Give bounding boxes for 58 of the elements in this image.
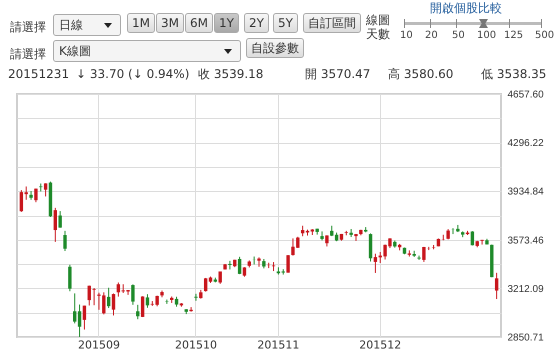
candlestick	[68, 264, 72, 292]
candlestick	[58, 210, 62, 228]
y-tick-label: 3934.84	[508, 186, 544, 198]
text: 開 3570.47	[305, 67, 370, 81]
button: 1Y	[214, 13, 239, 33]
text: 高 3580.60	[388, 67, 454, 81]
candlestick	[34, 188, 38, 203]
candlestick	[136, 304, 140, 320]
button: 2Y	[244, 13, 269, 33]
candlestick	[262, 258, 266, 269]
y-tick-label: 3573.46	[508, 235, 544, 246]
candlestick	[54, 207, 58, 242]
candlestick	[446, 228, 450, 240]
candlestick	[165, 299, 169, 304]
y-tick-label: 4657.60	[508, 90, 544, 100]
y-tick-label: 4296.22	[508, 138, 544, 150]
button: 自設參數	[246, 38, 304, 58]
candlestick	[174, 296, 178, 308]
text: 請選擇	[10, 47, 46, 61]
text: 請選擇	[10, 20, 46, 34]
text: 20151231	[8, 67, 70, 81]
y-tick-label: 3212.09	[508, 284, 544, 295]
text: 50	[452, 30, 465, 41]
x-tick-label: 201512	[359, 338, 402, 352]
text: 10	[400, 30, 413, 41]
button: 3M	[156, 13, 184, 33]
candlestick	[286, 254, 290, 274]
candlestick	[238, 256, 242, 275]
text: 天數	[366, 27, 390, 41]
y-tick-label: 2850.71	[508, 332, 544, 344]
text: 收 3539.18	[198, 67, 264, 81]
button: 1M	[127, 13, 155, 33]
text: 開啟個股比較	[430, 1, 502, 15]
candlestick	[494, 272, 498, 300]
text: 線圖	[366, 13, 390, 27]
text: ↓ 33.70 (↓ 0.94%)	[76, 67, 190, 81]
candlestick	[432, 244, 436, 250]
candlestick	[82, 305, 86, 330]
candlestick	[131, 284, 135, 306]
button: 自訂區間	[303, 13, 361, 33]
x-tick-label: 201509	[78, 338, 120, 352]
candlestick	[44, 182, 48, 197]
candlestick	[470, 230, 474, 246]
text: 100	[477, 30, 496, 41]
text: 20	[425, 30, 438, 41]
dropdown: K線圖	[53, 40, 241, 62]
text: 低 3538.35	[481, 67, 546, 81]
dropdown: 日線	[53, 14, 121, 36]
button: 5Y	[273, 13, 298, 33]
candlestick	[106, 287, 110, 309]
x-tick-label: 201511	[257, 338, 300, 352]
text: 125	[504, 30, 524, 41]
candlestick	[320, 230, 324, 241]
x-tick-label: 201510	[174, 338, 217, 352]
candlestick	[218, 270, 222, 284]
text: 500	[535, 30, 554, 41]
candlestick	[140, 296, 144, 318]
button: 6M	[185, 13, 213, 33]
